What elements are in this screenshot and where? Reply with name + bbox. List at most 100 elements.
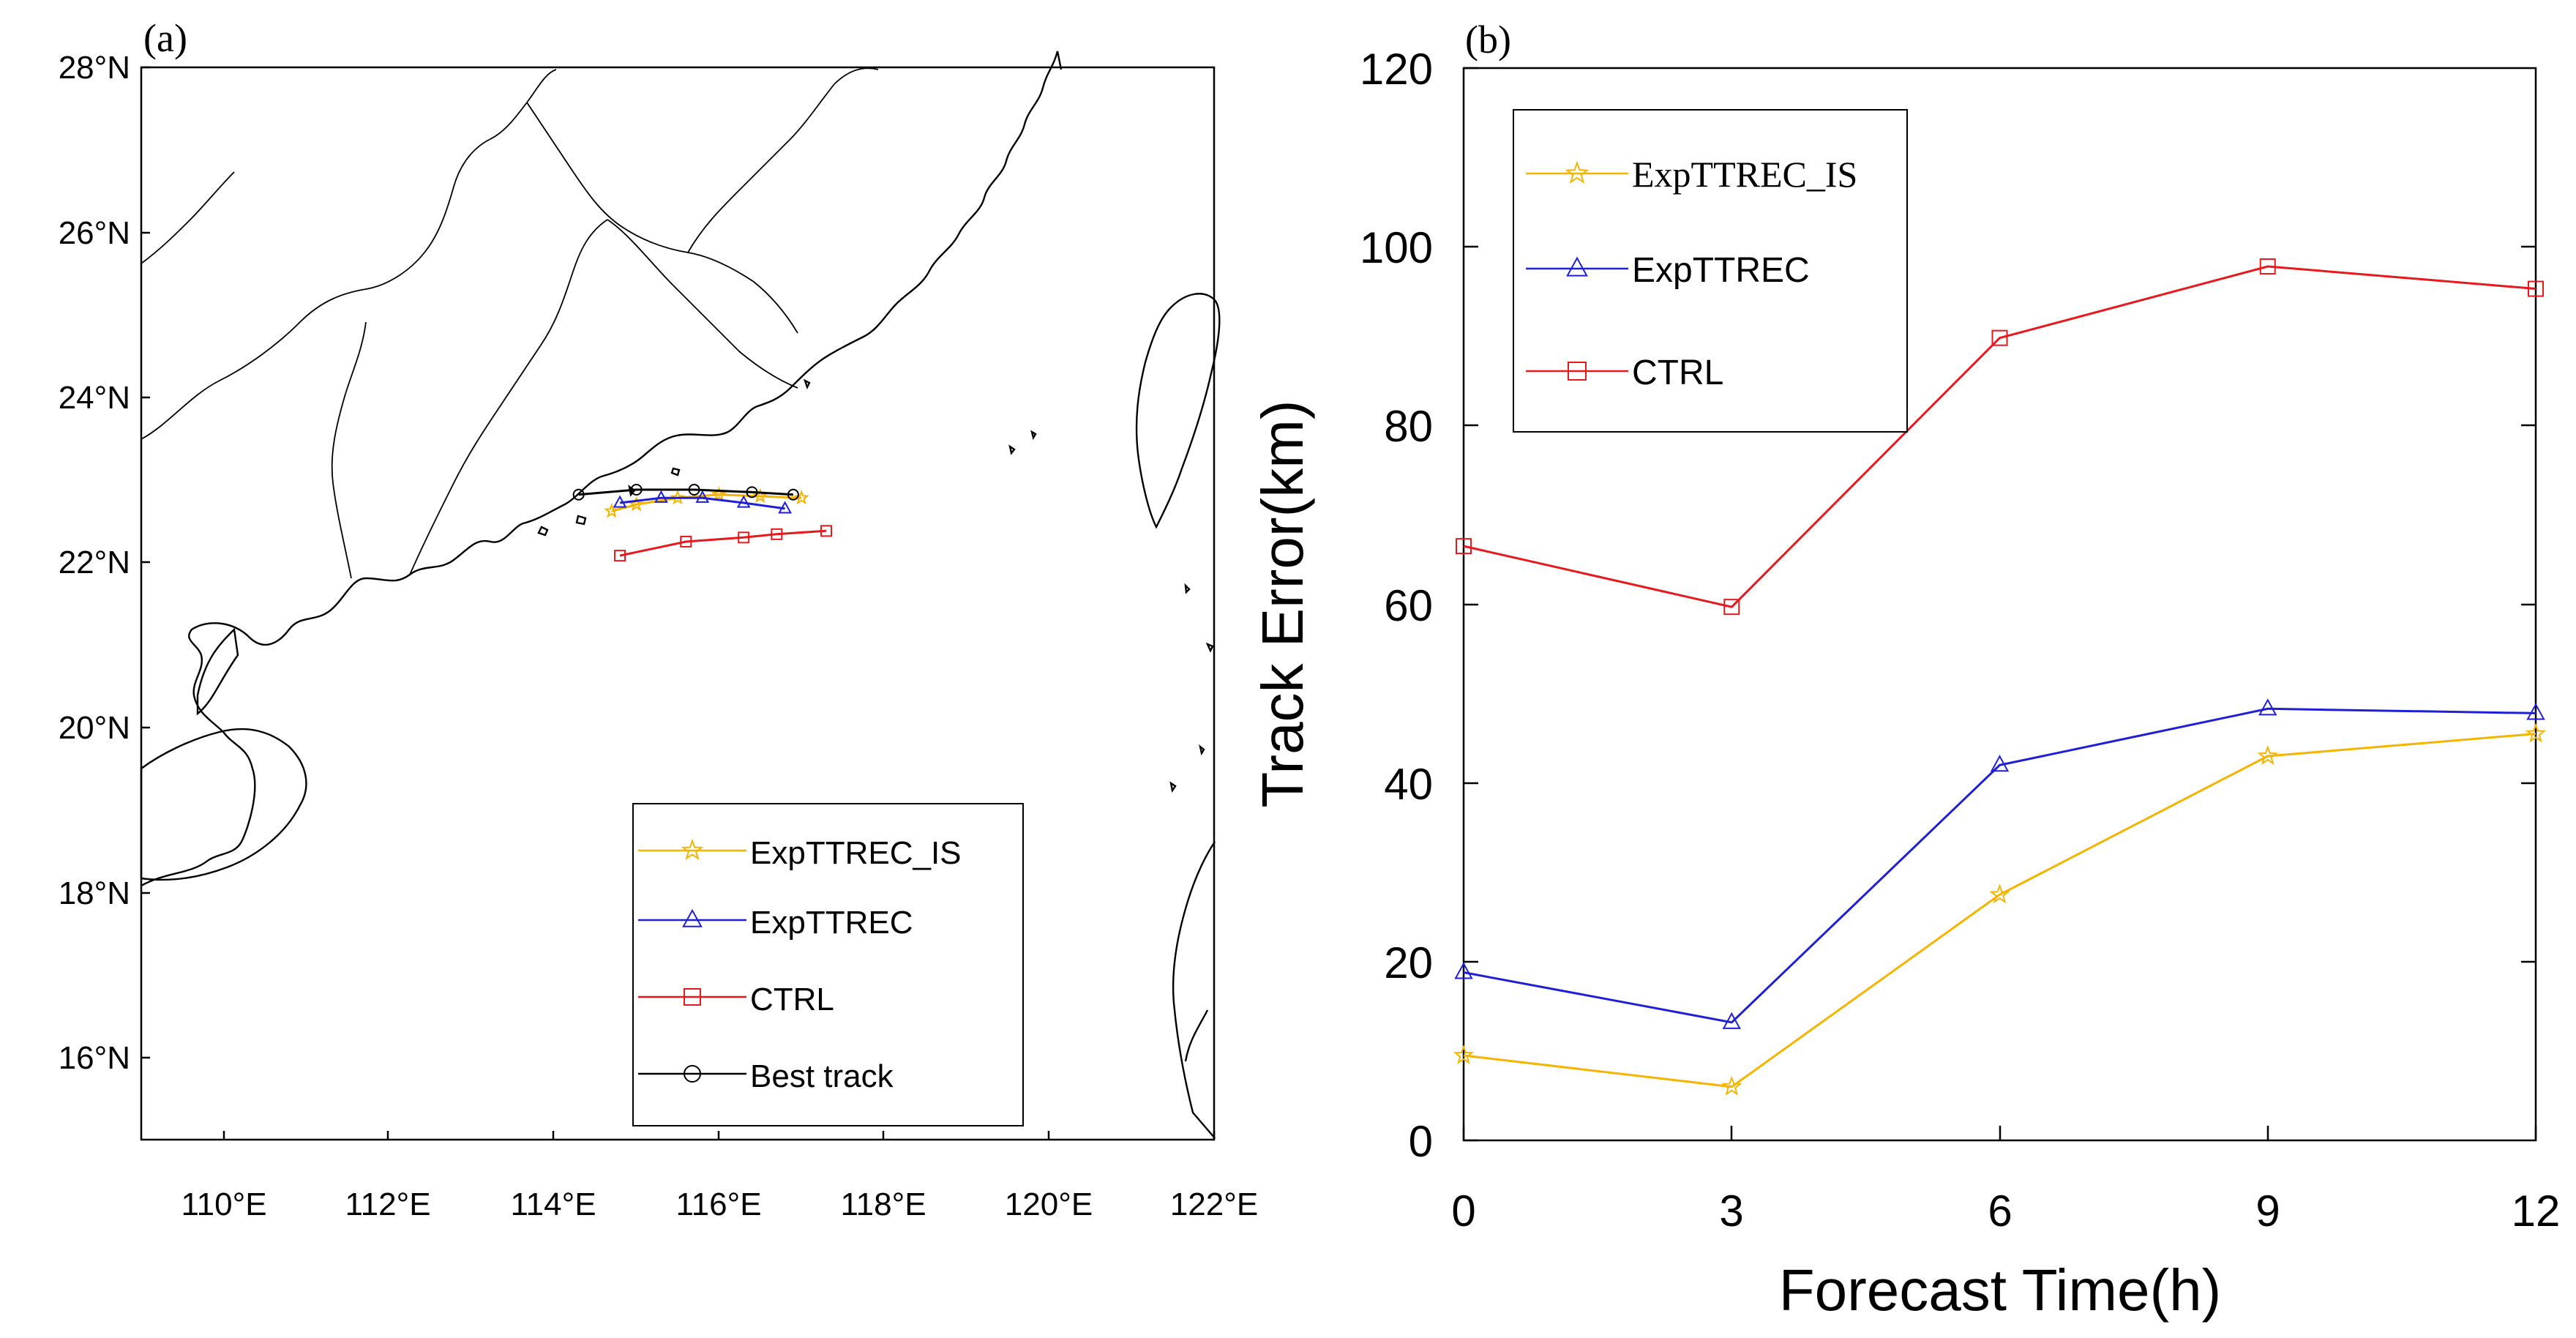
panel-a-label: (a) [143,16,187,60]
map-track-series [572,483,832,562]
map-track-point [628,496,645,512]
map-x-ticks [222,1131,1216,1140]
data-point [1721,1075,1742,1096]
map-track-line [611,493,802,512]
map-y-tick-label: 28°N [59,50,130,86]
map-track-point [778,501,792,514]
data-point [1991,329,2008,346]
chart-legend-marker [1566,256,1588,277]
map-y-tick-label: 24°N [59,380,130,416]
chart-legend-box [1513,109,1908,433]
map-track-point [614,550,626,562]
map-track-point [771,528,783,540]
chart-x-tick-labels: 0 3 6 9 12 [1451,1186,2560,1236]
data-point [2257,745,2278,766]
data-point [1723,599,1740,616]
data-point [2259,258,2276,275]
chart-y-tick-label: 20 [1384,938,1433,987]
map-x-tick-label: 112°E [345,1186,430,1222]
series-line [1463,265,2536,608]
map-track-point [572,488,585,501]
data-point [2528,280,2544,297]
map-track-line [619,529,827,557]
map-legend-label: CTRL [750,982,834,1017]
data-point [2525,722,2547,743]
series-line [1463,707,2536,1024]
map-frame [140,66,1216,1141]
map-track-point [711,486,727,501]
data-point [1722,1012,1741,1029]
chart-y-ticks [1464,67,2536,1142]
data-point [1454,962,1473,979]
map-legend-marker [684,1065,701,1083]
map-track-point [738,531,750,544]
chart-y-tick-label: 100 [1360,223,1433,272]
chart-line-series [1453,258,2547,1096]
map-y-tick-label: 16°N [59,1040,130,1076]
series-ctrl [1456,258,2544,616]
map-y-ticks [141,66,150,1059]
map-x-tick-labels: 110°E 112°E 114°E 116°E 118°E 120°E 122°… [181,1186,1258,1222]
chart-y-tick-label: 120 [1360,45,1433,94]
map-legend-label: ExpTTREC_IS [750,835,962,871]
data-point [1453,1044,1475,1065]
chart-x-tick-label: 0 [1451,1186,1475,1236]
map-track-ctrl [614,525,832,562]
panel-a: (a) [59,16,1258,1222]
chart-legend: ExpTTREC_IS ExpTTREC CTRL [1513,109,1908,433]
chart-legend-label: CTRL [1632,354,1723,392]
map-legend-marker [682,908,703,927]
map-x-tick-label: 120°E [1005,1186,1093,1222]
panel-b-label: (b) [1465,18,1511,61]
chart-y-axis-title: Track Error(km) [1250,400,1315,808]
data-point [1989,883,2010,904]
map-legend: ExpTTREC_IS ExpTTREC CTRL Best track [632,803,1024,1126]
map-x-tick-label: 118°E [840,1186,926,1222]
chart-x-tick-label: 3 [1719,1186,1743,1236]
chart-y-tick-labels: 0 20 40 60 80 100 120 [1360,45,1433,1166]
map-y-tick-label: 18°N [59,875,130,911]
map-x-tick-label: 116°E [675,1186,761,1222]
map-track-line [578,488,793,496]
chart-x-tick-label: 9 [2255,1186,2280,1236]
map-legend-marker [684,988,701,1006]
map-track-point [630,483,643,496]
map-track-point [613,495,627,508]
chart-y-tick-label: 60 [1384,581,1433,630]
map-coastlines [140,51,1221,1139]
map-track-point [736,495,751,508]
data-point [2526,703,2545,720]
data-point [1456,538,1472,555]
map-track-line [619,496,785,510]
map-track-point [654,490,668,503]
chart-legend-label: ExpTTREC_IS [1632,154,1857,195]
map-track-point [793,490,809,505]
map-x-tick-label: 110°E [181,1186,266,1222]
map-x-tick-label: 114°E [510,1186,596,1222]
chart-x-ticks [1462,1126,2537,1140]
chart-x-tick-label: 6 [1988,1186,2012,1236]
chart-x-tick-label: 12 [2512,1186,2561,1236]
map-track-point [680,535,692,547]
chart-y-tick-label: 40 [1384,760,1433,809]
map-track-point [787,488,799,501]
chart-legend-marker [1568,362,1587,381]
chart-y-tick-label: 80 [1384,402,1433,451]
chart-x-axis-title: Forecast Time(h) [1779,1257,2222,1323]
map-track-expttrec [613,490,792,514]
chart-y-tick-label: 0 [1409,1117,1433,1166]
series-expttrec [1454,698,2545,1029]
panel-b: (b) 0 3 6 9 12 0 20 40 60 [1250,18,2560,1323]
map-legend-label: Best track [750,1058,894,1094]
map-track-point [688,483,700,496]
map-track-point [746,486,758,498]
data-point [1990,755,2010,772]
map-y-tick-label: 20°N [59,710,130,746]
map-track-point [695,490,710,503]
map-y-tick-labels: 16°N 18°N 20°N 22°N 24°N 26°N 28°N [59,50,130,1076]
map-legend-label: ExpTTREC [750,905,913,941]
chart-legend-label: ExpTTREC [1632,251,1810,290]
series-expttrec-is [1453,722,2547,1096]
map-track-point [670,490,686,505]
